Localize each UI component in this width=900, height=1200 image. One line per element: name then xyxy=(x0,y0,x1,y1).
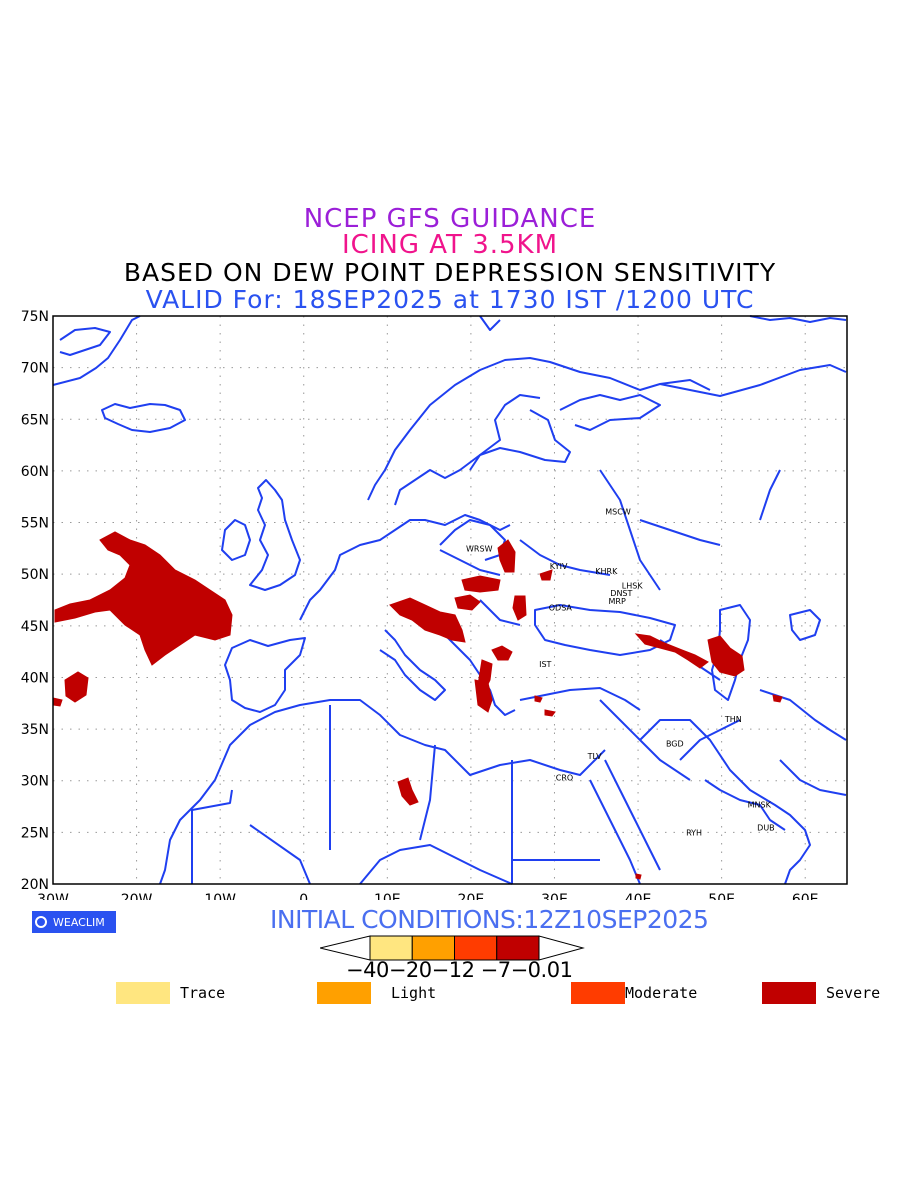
legend-swatch xyxy=(116,982,170,1004)
severe-icing-area xyxy=(397,777,419,806)
lat-tick-label: 75N xyxy=(21,309,49,325)
severe-icing-area xyxy=(539,569,553,581)
city-label: MRP xyxy=(609,597,626,606)
severe-icing-area xyxy=(474,679,493,713)
severe-icing-area xyxy=(461,575,501,593)
legend-item-moderate: Moderate xyxy=(571,982,697,1004)
colorbar xyxy=(320,935,585,961)
lon-tick-label: 30W xyxy=(37,892,69,900)
lon-tick-label: 10W xyxy=(204,892,236,900)
city-label: KYIV xyxy=(550,562,568,571)
severe-icing-area xyxy=(454,594,481,611)
initial-conditions: INITIAL CONDITIONS:12Z10SEP2025 xyxy=(270,905,709,934)
severe-icing-area xyxy=(491,645,513,661)
city-label: CRO xyxy=(556,774,573,783)
lat-tick-label: 35N xyxy=(21,722,49,738)
lat-tick-label: 70N xyxy=(21,361,49,377)
city-label: BGD xyxy=(666,740,684,749)
lon-tick-label: 50E xyxy=(708,892,735,900)
colorbar-tick-labels: −40−20−12 −7−0.01 xyxy=(346,958,573,982)
map-gridlines xyxy=(53,316,847,884)
lat-tick-label: 50N xyxy=(21,567,49,583)
city-label: DNST xyxy=(610,589,632,598)
legend-item-light: Light xyxy=(317,982,436,1004)
severe-icing-area xyxy=(512,595,527,621)
lat-tick-label: 45N xyxy=(21,619,49,635)
valid-time-line: VALID For: 18SEP2025 at 1730 IST /1200 U… xyxy=(145,285,755,314)
colorbar-high-arrow xyxy=(538,935,585,961)
lon-tick-label: 10E xyxy=(374,892,401,900)
weaclim-logo: WEACLIM xyxy=(32,911,116,933)
city-label: MSCW xyxy=(605,507,631,516)
logo-ring-icon xyxy=(35,916,47,928)
legend-label: Moderate xyxy=(625,984,698,1002)
city-label: MNSK xyxy=(748,801,772,810)
lon-tick-label: 20E xyxy=(458,892,485,900)
lon-tick-label: 30E xyxy=(541,892,568,900)
severe-icing-area xyxy=(707,635,745,677)
severe-icing-area xyxy=(497,539,516,573)
city-label: LHSK xyxy=(622,582,644,591)
legend-item-severe: Severe xyxy=(762,982,880,1004)
severe-icing-area xyxy=(772,694,783,703)
severe-icing-area xyxy=(635,873,642,880)
legend-label: Light xyxy=(391,984,437,1002)
city-label: KHRK xyxy=(595,567,618,576)
lat-tick-label: 20N xyxy=(21,877,49,893)
legend-swatch xyxy=(571,982,625,1004)
city-label: IST xyxy=(539,660,551,669)
lat-tick-label: 30N xyxy=(21,774,49,790)
severe-icing-area xyxy=(534,695,543,703)
lat-tick-label: 60N xyxy=(21,464,49,480)
lat-tick-label: 55N xyxy=(21,516,49,532)
severe-icing-area xyxy=(64,671,89,703)
chart-title-line2: ICING AT 3.5KM xyxy=(341,230,559,260)
severe-icing-area xyxy=(52,697,63,707)
colorbar-cell xyxy=(496,935,540,961)
colorbar-low-arrow xyxy=(320,935,371,961)
severe-icing-area xyxy=(54,531,233,666)
chart-title-line1: NCEP GFS GUIDANCE xyxy=(303,204,597,234)
logo-text: WEACLIM xyxy=(53,915,105,929)
lat-tick-label: 25N xyxy=(21,825,49,841)
legend-swatch xyxy=(317,982,371,1004)
lon-tick-label: 60E xyxy=(792,892,819,900)
severe-icing-area xyxy=(389,597,466,643)
colorbar-cell xyxy=(411,935,455,961)
city-label: DUB xyxy=(757,823,775,832)
legend-label: Severe xyxy=(826,984,881,1002)
lon-tick-label: 0 xyxy=(299,892,308,900)
severe-icing-area xyxy=(634,633,709,669)
colorbar-cell xyxy=(369,935,413,961)
legend-item-trace: Trace xyxy=(116,982,225,1004)
city-label: ODSA xyxy=(549,603,573,612)
city-label: WRSW xyxy=(466,544,493,553)
city-label: THN xyxy=(724,715,742,724)
lat-tick-label: 65N xyxy=(21,412,49,428)
lon-tick-label: 40E xyxy=(625,892,652,900)
severe-icing-area xyxy=(544,709,556,717)
colorbar-cell xyxy=(454,935,498,961)
chart-title-line3: BASED ON DEW POINT DEPRESSION SENSITIVIT… xyxy=(123,258,777,287)
legend-label: Trace xyxy=(180,984,226,1002)
lat-tick-label: 40N xyxy=(21,670,49,686)
city-label: RYH xyxy=(686,828,702,837)
lon-tick-label: 20W xyxy=(121,892,153,900)
legend-swatch xyxy=(762,982,816,1004)
city-label: TLV xyxy=(587,752,602,761)
severe-icing-areas xyxy=(52,531,783,880)
